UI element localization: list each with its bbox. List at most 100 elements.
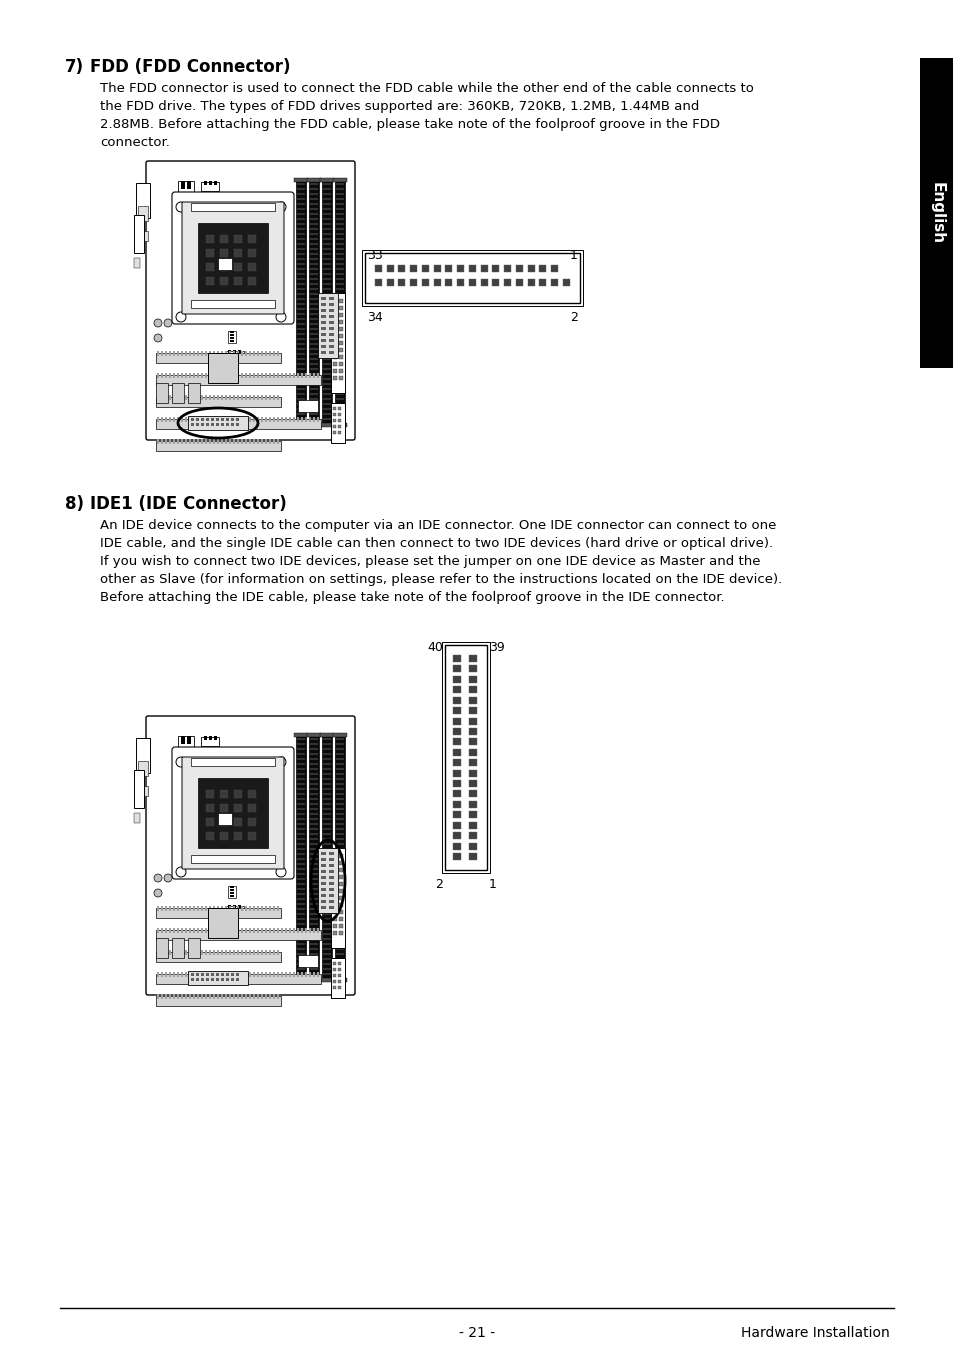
Bar bbox=[313, 927, 314, 933]
Bar bbox=[320, 351, 326, 353]
Bar bbox=[469, 842, 476, 849]
Bar bbox=[296, 278, 305, 280]
Bar bbox=[261, 351, 263, 356]
Bar bbox=[296, 343, 305, 345]
Bar bbox=[305, 372, 307, 378]
Bar bbox=[310, 978, 317, 980]
Bar bbox=[335, 274, 344, 275]
Bar bbox=[296, 913, 305, 915]
Bar bbox=[323, 758, 331, 760]
Bar bbox=[323, 363, 331, 366]
Bar bbox=[310, 963, 317, 965]
Bar bbox=[323, 793, 331, 795]
Bar bbox=[333, 881, 336, 886]
Bar bbox=[213, 927, 214, 933]
Bar bbox=[233, 831, 242, 839]
Bar bbox=[335, 833, 344, 835]
Bar bbox=[245, 372, 247, 378]
Bar bbox=[310, 844, 317, 845]
Bar bbox=[161, 417, 163, 422]
Text: IDE1 (IDE Connector): IDE1 (IDE Connector) bbox=[90, 496, 287, 513]
Bar bbox=[189, 994, 191, 999]
Bar bbox=[539, 265, 546, 272]
Bar bbox=[310, 974, 317, 975]
Bar bbox=[323, 278, 331, 280]
Bar bbox=[191, 854, 274, 862]
Bar bbox=[233, 818, 242, 826]
Bar bbox=[335, 383, 344, 385]
Bar bbox=[253, 994, 254, 999]
Bar bbox=[201, 906, 203, 911]
Bar bbox=[193, 972, 194, 978]
Bar bbox=[310, 422, 317, 425]
Bar bbox=[323, 328, 331, 330]
Bar bbox=[323, 764, 331, 765]
Text: The FDD connector is used to connect the FDD cable while the other end of the ca: The FDD connector is used to connect the… bbox=[100, 83, 753, 95]
Bar bbox=[230, 340, 233, 343]
Bar bbox=[296, 894, 305, 895]
Bar bbox=[469, 760, 476, 766]
Bar bbox=[296, 324, 305, 325]
Bar bbox=[310, 389, 317, 390]
Bar bbox=[527, 279, 535, 286]
Bar bbox=[230, 892, 233, 894]
Bar bbox=[181, 372, 183, 378]
Bar bbox=[248, 804, 255, 812]
Bar bbox=[156, 383, 168, 403]
Bar bbox=[193, 351, 194, 356]
Bar bbox=[225, 372, 227, 378]
Bar bbox=[253, 972, 254, 978]
Bar bbox=[296, 963, 305, 965]
Bar bbox=[296, 868, 305, 871]
Bar bbox=[296, 259, 305, 260]
Bar bbox=[156, 938, 168, 959]
Bar bbox=[335, 933, 344, 936]
Bar bbox=[157, 994, 159, 999]
Bar bbox=[307, 177, 320, 181]
Bar bbox=[329, 333, 334, 336]
Bar bbox=[256, 372, 258, 378]
Bar bbox=[241, 417, 243, 422]
Bar bbox=[241, 351, 243, 356]
Bar bbox=[310, 383, 317, 385]
Bar bbox=[169, 417, 171, 422]
Bar bbox=[335, 238, 344, 240]
Bar bbox=[206, 831, 213, 839]
Bar bbox=[310, 793, 317, 795]
Bar bbox=[133, 215, 144, 253]
Bar bbox=[294, 177, 308, 181]
Bar bbox=[172, 927, 174, 933]
Bar bbox=[241, 439, 243, 444]
Bar bbox=[331, 403, 345, 443]
Bar bbox=[221, 372, 223, 378]
Bar bbox=[249, 417, 251, 422]
Bar bbox=[161, 972, 163, 978]
Bar bbox=[233, 249, 242, 257]
Bar bbox=[296, 413, 305, 414]
Bar bbox=[322, 177, 332, 422]
Bar bbox=[456, 279, 464, 286]
Bar bbox=[333, 861, 336, 865]
Bar bbox=[221, 418, 224, 421]
Bar bbox=[335, 227, 344, 230]
Bar bbox=[249, 994, 251, 999]
Bar bbox=[191, 978, 193, 982]
Bar bbox=[216, 994, 219, 999]
Bar bbox=[319, 978, 334, 982]
Bar bbox=[273, 906, 274, 911]
Bar bbox=[310, 183, 317, 185]
Bar bbox=[236, 994, 239, 999]
Bar bbox=[265, 372, 267, 378]
Bar bbox=[323, 292, 331, 295]
Bar bbox=[335, 818, 344, 821]
Bar bbox=[329, 321, 334, 324]
Bar bbox=[165, 395, 167, 399]
Bar bbox=[201, 418, 204, 421]
Bar bbox=[310, 338, 317, 340]
Bar bbox=[196, 439, 199, 444]
Bar bbox=[323, 333, 331, 334]
Bar bbox=[323, 768, 331, 770]
Bar bbox=[221, 978, 224, 982]
Circle shape bbox=[164, 320, 172, 328]
Bar bbox=[313, 417, 314, 422]
